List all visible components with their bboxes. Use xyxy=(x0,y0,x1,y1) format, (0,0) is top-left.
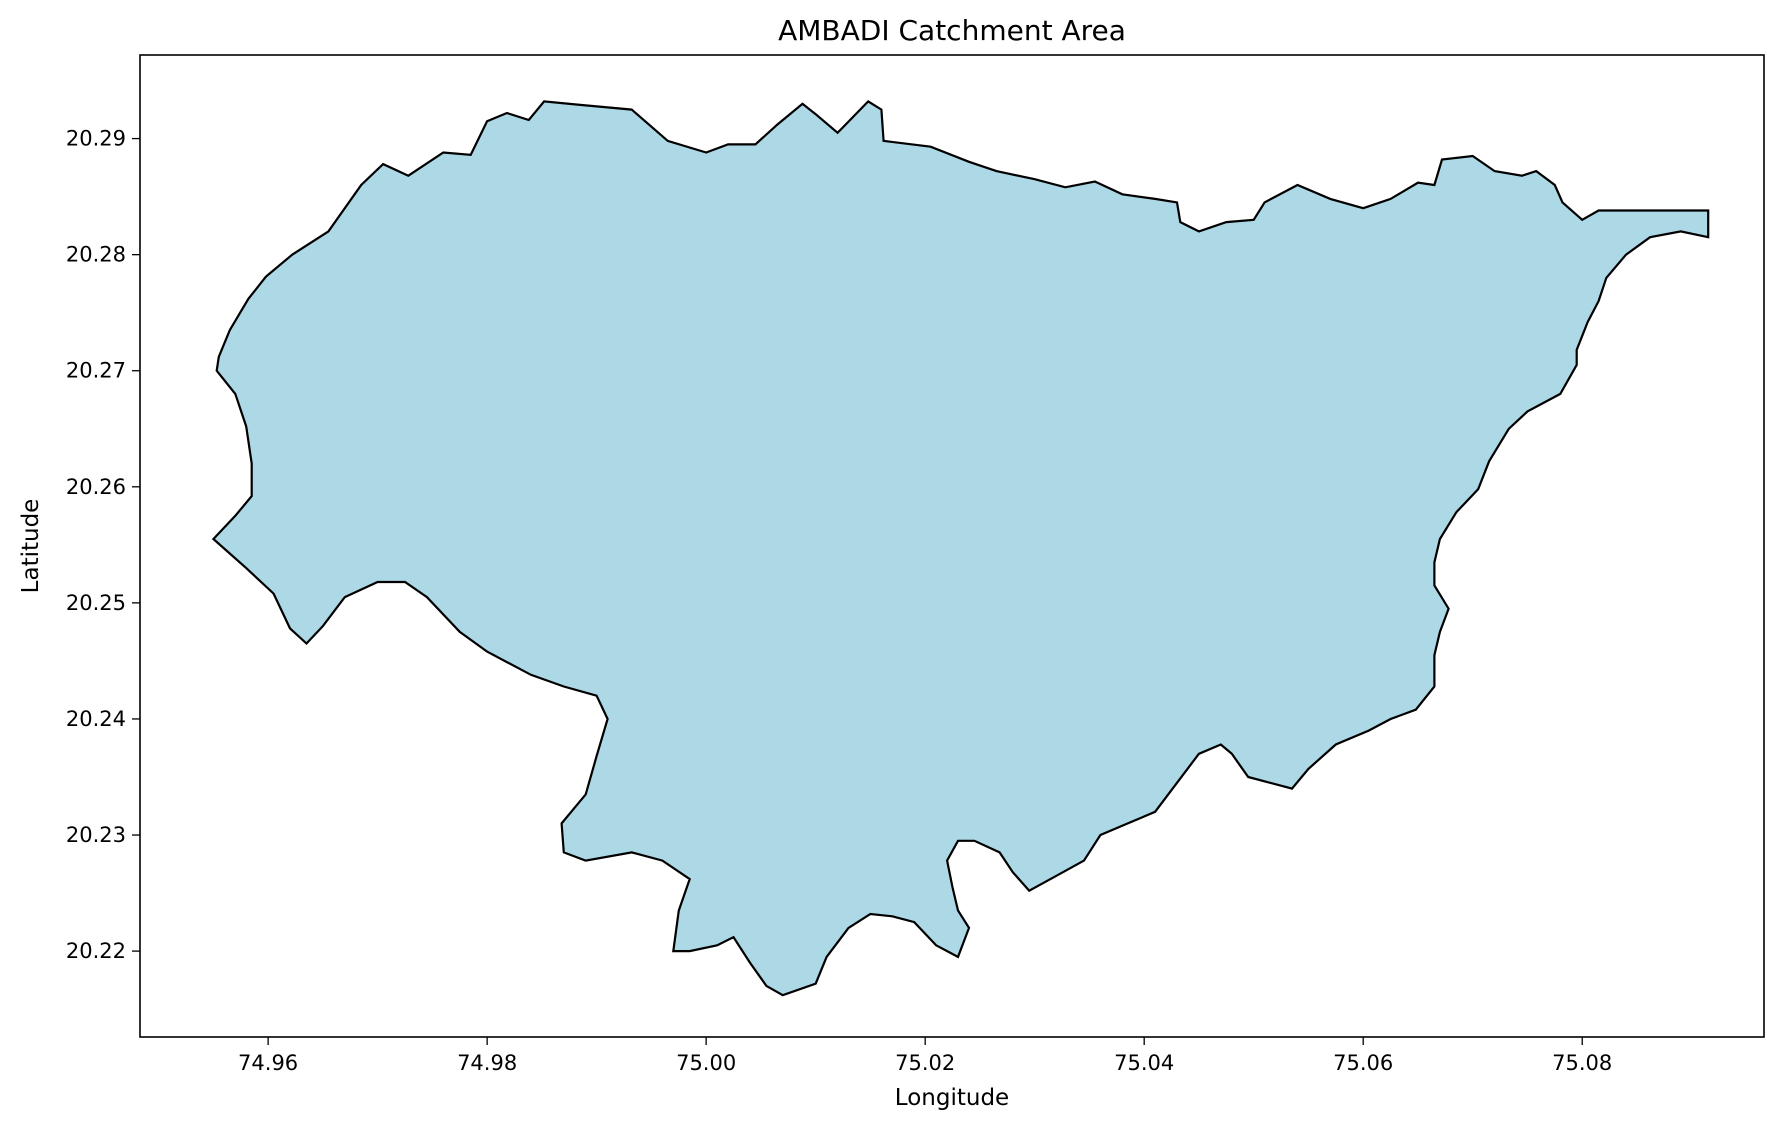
y-tick-label: 20.27 xyxy=(66,359,126,383)
x-tick-label: 75.06 xyxy=(1333,1051,1393,1075)
y-tick-label: 20.28 xyxy=(66,243,126,267)
y-axis-ticks: 20.22 20.23 20.24 20.25 20.26 20.27 20.28 20.29 xyxy=(66,127,140,963)
plot-frame xyxy=(139,54,1765,1038)
x-tick-label: 75.08 xyxy=(1552,1051,1612,1075)
x-axis-label: Longitude xyxy=(895,1085,1009,1111)
x-tick-label: 74.98 xyxy=(457,1051,517,1075)
map-title: AMBADI Catchment Area xyxy=(778,14,1126,47)
x-tick-label: 74.96 xyxy=(238,1051,298,1075)
x-tick-label: 75.04 xyxy=(1114,1051,1174,1075)
y-tick-label: 20.23 xyxy=(66,823,126,847)
x-tick-label: 75.00 xyxy=(676,1051,736,1075)
x-axis-ticks: 74.96 74.98 75.00 75.02 75.04 75.06 75.08 xyxy=(238,1037,1612,1075)
y-tick-label: 20.25 xyxy=(66,591,126,615)
y-tick-label: 20.26 xyxy=(66,475,126,499)
y-tick-label: 20.24 xyxy=(66,707,126,731)
y-tick-label: 20.22 xyxy=(66,939,126,963)
y-axis-label: Latitude xyxy=(18,499,44,594)
y-tick-label: 20.29 xyxy=(66,127,126,151)
x-tick-label: 75.02 xyxy=(895,1051,955,1075)
catchment-polygon xyxy=(211,99,1710,997)
